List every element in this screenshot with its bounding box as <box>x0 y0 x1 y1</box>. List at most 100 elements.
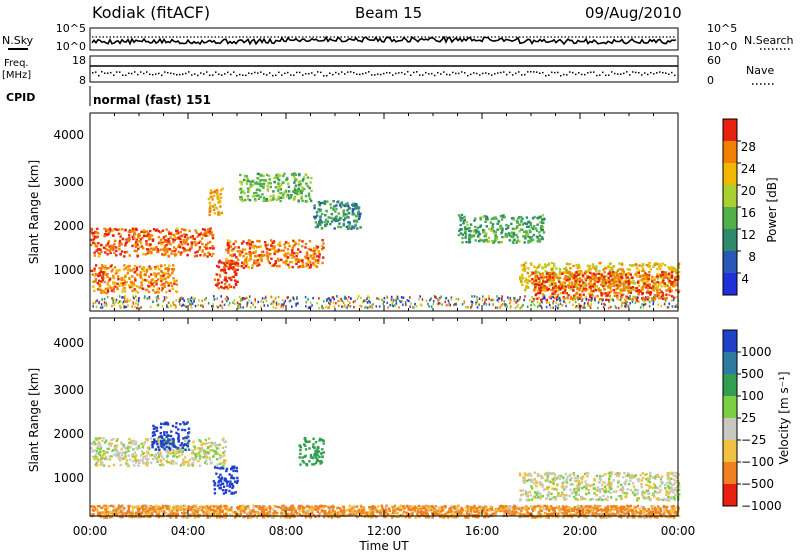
power-echo-cell <box>654 283 657 286</box>
velocity-echo-cell <box>532 496 535 499</box>
power-ground-scatter-cell <box>584 306 586 309</box>
noise-traces <box>91 35 677 46</box>
velocity-echo-cell <box>576 498 580 501</box>
power-ground-scatter-cell <box>248 299 250 302</box>
power-echo-cell <box>251 195 255 198</box>
power-echo-cell <box>227 251 230 254</box>
velocity-echo-cell <box>133 457 136 460</box>
power-echo-cell <box>286 194 290 197</box>
power-echo-cell <box>317 259 320 262</box>
power-echo-cell <box>133 277 137 280</box>
power-echo-cell <box>515 233 518 237</box>
power-ground-scatter-cell <box>478 297 481 300</box>
power-echo-cell <box>612 284 616 287</box>
power-echo-cell <box>130 269 133 272</box>
nave-point <box>509 71 511 74</box>
velocity-echo-cell <box>527 473 530 477</box>
power-echo-cell <box>291 256 294 259</box>
power-echo-cell <box>528 279 531 283</box>
velocity-echo-cell <box>143 455 146 459</box>
power-echo-cell <box>209 204 212 207</box>
power-ground-scatter-cell <box>660 295 663 299</box>
power-ground-scatter-cell <box>488 295 490 298</box>
power-echo-cell <box>99 248 102 251</box>
power-echo-cell <box>168 289 171 292</box>
velocity-echo-cell <box>150 437 153 440</box>
power-ground-scatter-cell <box>392 305 394 308</box>
power-echo-cell <box>147 290 151 293</box>
velocity-echo-cell <box>94 457 98 460</box>
power-echo-cell <box>530 270 534 274</box>
power-echo-cell <box>323 202 326 205</box>
power-echo-cell <box>164 277 167 280</box>
velocity-echo-cell <box>174 425 178 429</box>
velocity-echo-cell <box>316 451 319 455</box>
velocity-echo-cell <box>312 437 315 440</box>
freq-tick-bottom: 8 <box>79 74 86 87</box>
power-echo-cell <box>539 289 542 293</box>
power-echo-cell <box>160 284 163 287</box>
velocity-echo-cell <box>225 467 229 471</box>
power-echo-cell <box>569 273 572 276</box>
power-echo-cell <box>518 230 521 233</box>
power-echo-cell <box>144 230 147 233</box>
power-ground-scatter-cell <box>343 304 346 307</box>
power-echo-cell <box>306 176 310 179</box>
velocity-echo-cell <box>140 450 144 453</box>
power-echo-cell <box>342 204 345 207</box>
velocity-echo-cell <box>192 440 195 444</box>
velocity-echo-cell <box>214 464 217 468</box>
velocity-echo-cell <box>555 484 559 487</box>
power-echo-cell <box>314 252 317 255</box>
power-echo-cell <box>209 195 213 199</box>
velocity-echo-cell <box>578 485 581 488</box>
nave-point <box>134 71 136 73</box>
power-echo-cell <box>279 196 282 199</box>
velocity-echo-cell <box>220 476 224 479</box>
power-ground-scatter-cell <box>597 301 600 304</box>
power-echo-cell <box>140 284 143 287</box>
velocity-echo-cell <box>223 454 226 457</box>
power-ground-scatter-cell <box>220 304 223 308</box>
power-echo-cell <box>109 251 112 255</box>
power-echo-cell <box>207 251 210 254</box>
power-echo-cell <box>563 281 567 285</box>
power-ground-scatter-cell <box>419 295 421 298</box>
velocity-echo-cell <box>157 439 160 443</box>
power-ground-scatter-cell <box>455 303 457 306</box>
power-echo-cell <box>230 259 233 263</box>
power-ground-scatter-cell <box>101 298 103 301</box>
power-echo-cell <box>618 280 621 284</box>
power-echo-cell <box>246 177 249 181</box>
nave-point <box>275 74 277 76</box>
power-echo-cell <box>124 280 127 284</box>
power-echo-cell <box>626 297 629 300</box>
velocity-echo-cell <box>170 430 173 433</box>
power-echo-cell <box>139 271 142 274</box>
velocity-echo-cell <box>126 464 130 468</box>
power-echo-cell <box>142 266 145 269</box>
power-echo-cell <box>272 247 276 250</box>
velocity-echo-cell <box>672 491 675 494</box>
power-echo-cell <box>204 234 207 237</box>
power-echo-cell <box>124 244 127 247</box>
velocity-echo-cell <box>665 489 669 493</box>
power-echo-cell <box>573 282 577 285</box>
velocity-echo-cell <box>101 454 104 458</box>
power-echo-cell <box>250 251 254 255</box>
velocity-echo-cell <box>573 495 576 499</box>
velocity-echo-cell <box>311 456 315 460</box>
velocity-echo-cell <box>120 457 123 460</box>
power-echo-cell <box>499 224 503 228</box>
power-echo-cell <box>673 266 676 270</box>
power-echo-cell <box>297 183 301 187</box>
power-echo-cell <box>569 285 573 289</box>
nave-point <box>155 73 157 75</box>
power-echo-cell <box>236 250 239 253</box>
nave-point <box>644 72 646 74</box>
power-echo-cell <box>138 234 141 237</box>
velocity-echo-cell <box>228 489 231 493</box>
power-echo-cell <box>262 198 265 202</box>
power-ground-scatter-cell <box>616 297 619 301</box>
power-echo-cell <box>538 263 541 266</box>
